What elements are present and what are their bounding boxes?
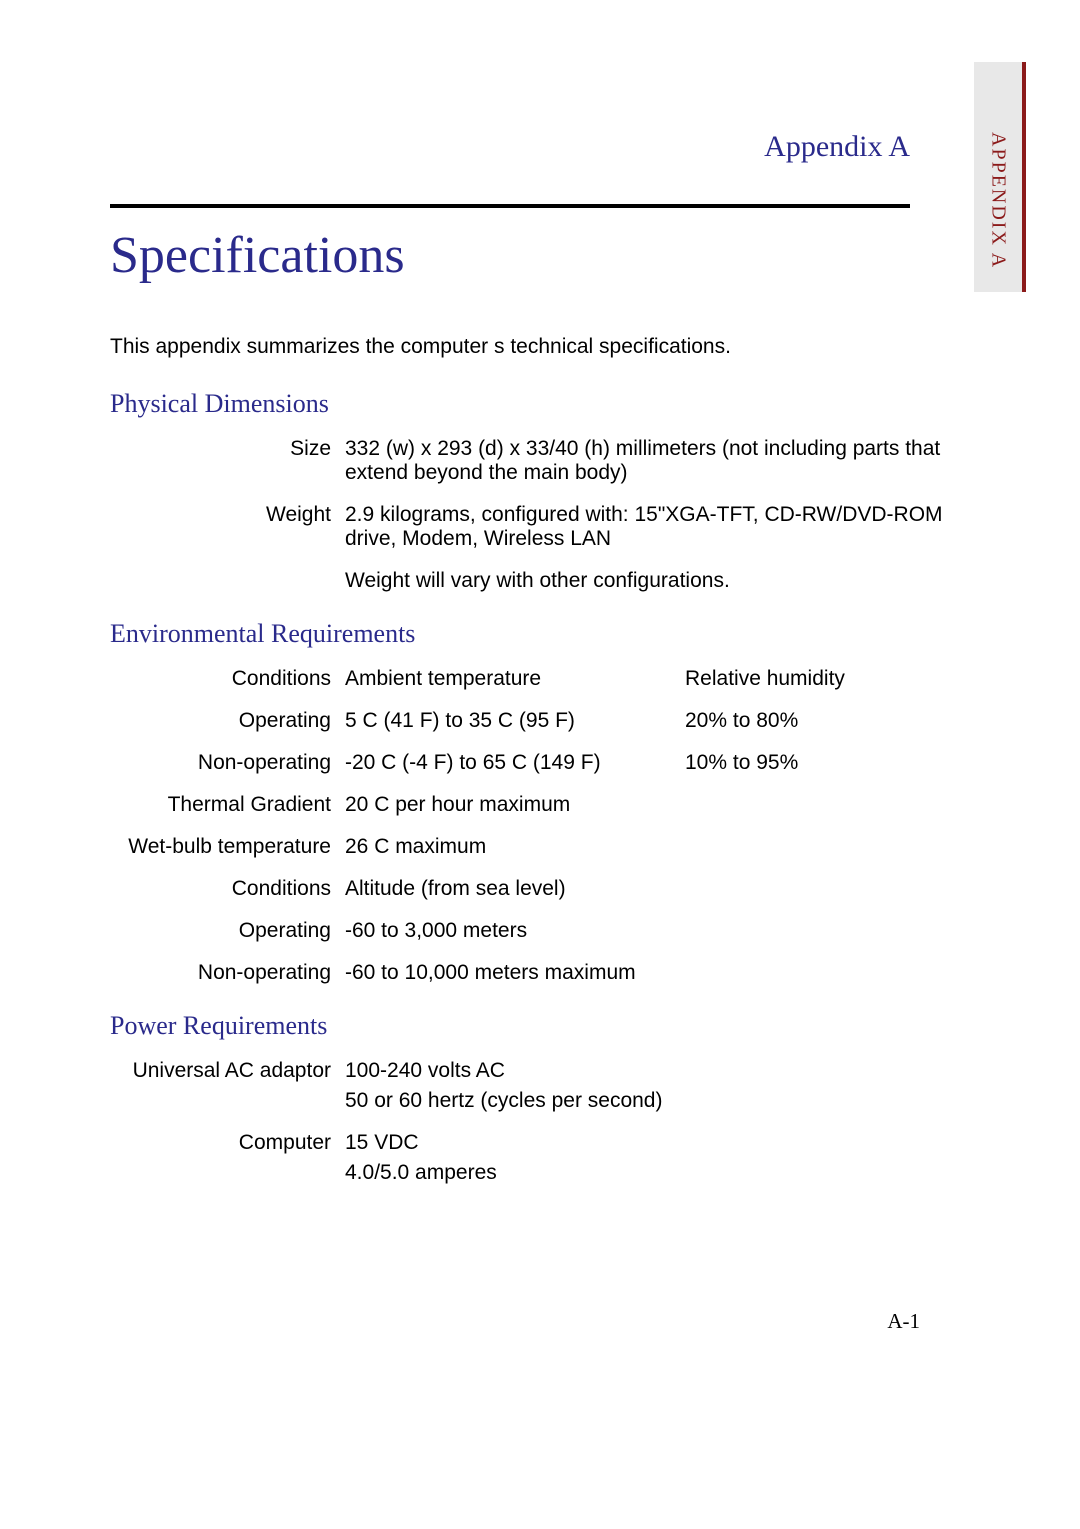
spec-label: Conditions xyxy=(110,877,345,901)
spec-value: 20 C per hour maximum xyxy=(345,793,970,817)
spec-value: Weight will vary with other configuratio… xyxy=(345,569,970,593)
spec-row: Thermal Gradient 20 C per hour maximum xyxy=(110,793,970,817)
side-tab-label: APPENDIX A xyxy=(987,132,1010,269)
intro-text: This appendix summarizes the computer s … xyxy=(110,335,970,359)
spec-label: Wet-bulb temperature xyxy=(110,835,345,859)
spec-label xyxy=(110,1089,345,1113)
spec-value: 332 (w) x 293 (d) x 33/40 (h) millimeter… xyxy=(345,437,970,485)
spec-header-label: Conditions xyxy=(110,667,345,691)
spec-row: Weight will vary with other configuratio… xyxy=(110,569,970,593)
spec-label xyxy=(110,569,345,593)
spec-row: 50 or 60 hertz (cycles per second) xyxy=(110,1089,970,1113)
spec-value: -60 to 3,000 meters xyxy=(345,919,970,943)
section-title-physical: Physical Dimensions xyxy=(110,389,970,419)
spec-row: Universal AC adaptor 100-240 volts AC xyxy=(110,1059,970,1083)
section-title-power: Power Requirements xyxy=(110,1011,970,1041)
spec-label xyxy=(110,1161,345,1185)
spec-value: 2.9 kilograms, configured with: 15"XGA-T… xyxy=(345,503,970,551)
spec-value: 26 C maximum xyxy=(345,835,970,859)
spec-label: Non-operating xyxy=(110,961,345,985)
spec-value: 15 VDC xyxy=(345,1131,970,1155)
spec-row: Non-operating -20 C (-4 F) to 65 C (149 … xyxy=(110,751,970,775)
main-title: Specifications xyxy=(110,226,970,285)
spec-value: Altitude (from sea level) xyxy=(345,877,970,901)
spec-row: Weight 2.9 kilograms, configured with: 1… xyxy=(110,503,970,551)
spec-label: Operating xyxy=(110,919,345,943)
spec-row: Computer 15 VDC xyxy=(110,1131,970,1155)
spec-header-cols: Ambient temperature Relative humidity xyxy=(345,667,970,691)
spec-value: 4.0/5.0 amperes xyxy=(345,1161,970,1185)
spec-row: Operating -60 to 3,000 meters xyxy=(110,919,970,943)
spec-value-a: 5 C (41 F) to 35 C (95 F) xyxy=(345,709,685,733)
spec-row: 4.0/5.0 amperes xyxy=(110,1161,970,1185)
spec-label: Weight xyxy=(110,503,345,551)
spec-row: Conditions Altitude (from sea level) xyxy=(110,877,970,901)
spec-value-a: -20 C (-4 F) to 65 C (149 F) xyxy=(345,751,685,775)
spec-row: Operating 5 C (41 F) to 35 C (95 F) 20% … xyxy=(110,709,970,733)
section-title-environmental: Environmental Requirements xyxy=(110,619,970,649)
page-number: A-1 xyxy=(887,1309,920,1334)
spec-label: Universal AC adaptor xyxy=(110,1059,345,1083)
spec-row: Non-operating -60 to 10,000 meters maxim… xyxy=(110,961,970,985)
spec-row: Size 332 (w) x 293 (d) x 33/40 (h) milli… xyxy=(110,437,970,485)
title-rule xyxy=(110,204,910,208)
spec-value-2col: 5 C (41 F) to 35 C (95 F) 20% to 80% xyxy=(345,709,970,733)
spec-header-col-b: Relative humidity xyxy=(685,667,970,691)
spec-header-row: Conditions Ambient temperature Relative … xyxy=(110,667,970,691)
spec-label: Thermal Gradient xyxy=(110,793,345,817)
spec-value-2col: -20 C (-4 F) to 65 C (149 F) 10% to 95% xyxy=(345,751,970,775)
spec-value-b: 20% to 80% xyxy=(685,709,970,733)
appendix-label: Appendix A xyxy=(110,130,910,164)
spec-row: Wet-bulb temperature 26 C maximum xyxy=(110,835,970,859)
spec-header-col-a: Ambient temperature xyxy=(345,667,685,691)
side-tab: APPENDIX A xyxy=(974,62,1026,292)
spec-value: 50 or 60 hertz (cycles per second) xyxy=(345,1089,970,1113)
spec-label: Computer xyxy=(110,1131,345,1155)
spec-label: Size xyxy=(110,437,345,485)
spec-value: -60 to 10,000 meters maximum xyxy=(345,961,970,985)
spec-label: Operating xyxy=(110,709,345,733)
page-content: Appendix A Specifications This appendix … xyxy=(0,0,1080,1263)
spec-value: 100-240 volts AC xyxy=(345,1059,970,1083)
spec-value-b: 10% to 95% xyxy=(685,751,970,775)
spec-label: Non-operating xyxy=(110,751,345,775)
